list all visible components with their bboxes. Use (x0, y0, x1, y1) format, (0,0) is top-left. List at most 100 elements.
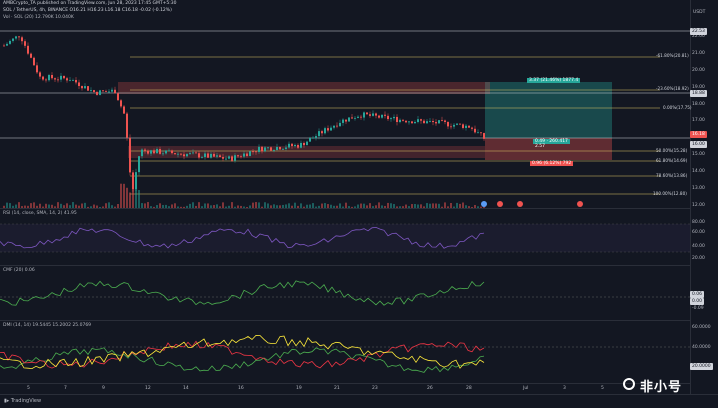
event-icon[interactable] (517, 201, 523, 207)
volume-bar (141, 203, 143, 208)
volume-bar (18, 202, 20, 208)
candle-body (312, 137, 314, 139)
volume-bar (294, 202, 296, 208)
volume-bar (267, 203, 269, 208)
candle-body (9, 40, 11, 44)
volume-bar (183, 206, 185, 208)
price-tick: 12.00 (692, 203, 705, 208)
entry-label[interactable]: 0.49 · 260.417 (533, 139, 570, 144)
volume-legend[interactable]: Vol · SOL (20) 12.790K 10.040K (3, 15, 74, 20)
candle-body (465, 125, 467, 128)
candle-body (459, 123, 461, 125)
volume-bar (354, 206, 356, 208)
symbol-ohlc[interactable]: SOL / TetherUS, 4h, BINANCE O16.21 H16.2… (3, 8, 172, 13)
price-axis[interactable] (690, 0, 718, 394)
volume-bar (252, 202, 254, 208)
pane-separator[interactable] (0, 320, 690, 321)
candle-body (144, 149, 146, 151)
candle-body (54, 78, 56, 80)
candle-body (186, 154, 188, 157)
candle-body (345, 119, 347, 122)
volume-bar (453, 206, 455, 208)
volume-bar (87, 206, 89, 208)
event-icon[interactable] (497, 201, 503, 207)
fib-label: 78.60%(13.86) (656, 173, 688, 178)
volume-bar (417, 204, 419, 208)
volume-bar (432, 203, 434, 208)
price-badge: 22.53 (690, 28, 707, 35)
event-icon[interactable] (481, 201, 487, 207)
candle-body (171, 150, 173, 154)
candle-body (315, 136, 317, 138)
volume-bar (126, 187, 128, 208)
candle-body (231, 156, 233, 161)
volume-bar (342, 206, 344, 208)
time-tick: Jul (523, 386, 529, 391)
volume-bar (102, 206, 104, 208)
volume-bar (159, 203, 161, 208)
pane-separator (0, 383, 690, 384)
candle-body (228, 156, 230, 159)
volume-bar (372, 206, 374, 208)
candle-body (360, 116, 362, 118)
candle-body (180, 153, 182, 155)
candle-body (471, 127, 473, 129)
volume-bar (480, 206, 482, 208)
volume-bar (6, 202, 8, 208)
candle-body (447, 121, 449, 127)
volume-bar (258, 202, 260, 208)
candle-body (51, 75, 53, 79)
candle-body (6, 43, 8, 46)
candle-body (282, 148, 284, 150)
last-price-badge: 16.18 (690, 131, 707, 138)
volume-bar (33, 202, 35, 208)
logo-icon: ▮▸ (4, 398, 11, 404)
candle-body (90, 90, 92, 91)
volume-bar (15, 204, 17, 208)
candle-body (351, 117, 353, 119)
volume-bar (48, 204, 50, 208)
candle-body (261, 146, 263, 152)
volume-bar (300, 203, 302, 208)
volume-bar (57, 202, 59, 208)
candle-body (147, 150, 149, 154)
candle-body (96, 91, 98, 95)
candle-body (372, 113, 374, 116)
rsi-legend[interactable]: RSI (14, close, SMA, 14, 2) 41.95 (3, 211, 77, 216)
volume-bar (273, 204, 275, 208)
candle-body (72, 80, 74, 81)
candle-body (441, 120, 443, 121)
volume-bar (63, 205, 65, 208)
volume-bar (465, 205, 467, 208)
volume-bar (303, 206, 305, 208)
pane-separator[interactable] (0, 265, 690, 266)
time-tick: 23 (372, 386, 378, 391)
candle-body (432, 120, 434, 123)
cmf-legend[interactable]: CMF (20) 0.06 (3, 268, 35, 273)
volume-bar (54, 206, 56, 208)
volume-bar (246, 206, 248, 208)
volume-bar (447, 206, 449, 208)
candle-body (354, 117, 356, 119)
stop-label[interactable]: 0.96 (6.12%) 792 (530, 161, 574, 166)
candle-body (426, 121, 428, 124)
tradingview-logo[interactable]: ▮▸ TradingView (4, 398, 41, 404)
volume-bar (450, 202, 452, 208)
volume-bar (240, 205, 242, 208)
event-icon[interactable] (577, 201, 583, 207)
chart-canvas[interactable] (0, 0, 690, 394)
volume-bar (336, 205, 338, 208)
target-label[interactable]: 3.37 (21.46%) 1877.4 (527, 78, 581, 83)
candle-body (156, 149, 158, 154)
volume-bar (405, 204, 407, 208)
candle-body (333, 125, 335, 128)
volume-bar (459, 203, 461, 208)
candle-body (285, 147, 287, 149)
candle-body (105, 91, 107, 92)
pane-separator[interactable] (0, 208, 690, 209)
rsi-line (0, 226, 485, 249)
candle-body (396, 116, 398, 123)
volume-bar (297, 205, 299, 208)
volume-bar (264, 202, 266, 208)
dmi-legend[interactable]: DMI (14, 14) 19.5445 15.2002 25.0769 (3, 323, 92, 328)
